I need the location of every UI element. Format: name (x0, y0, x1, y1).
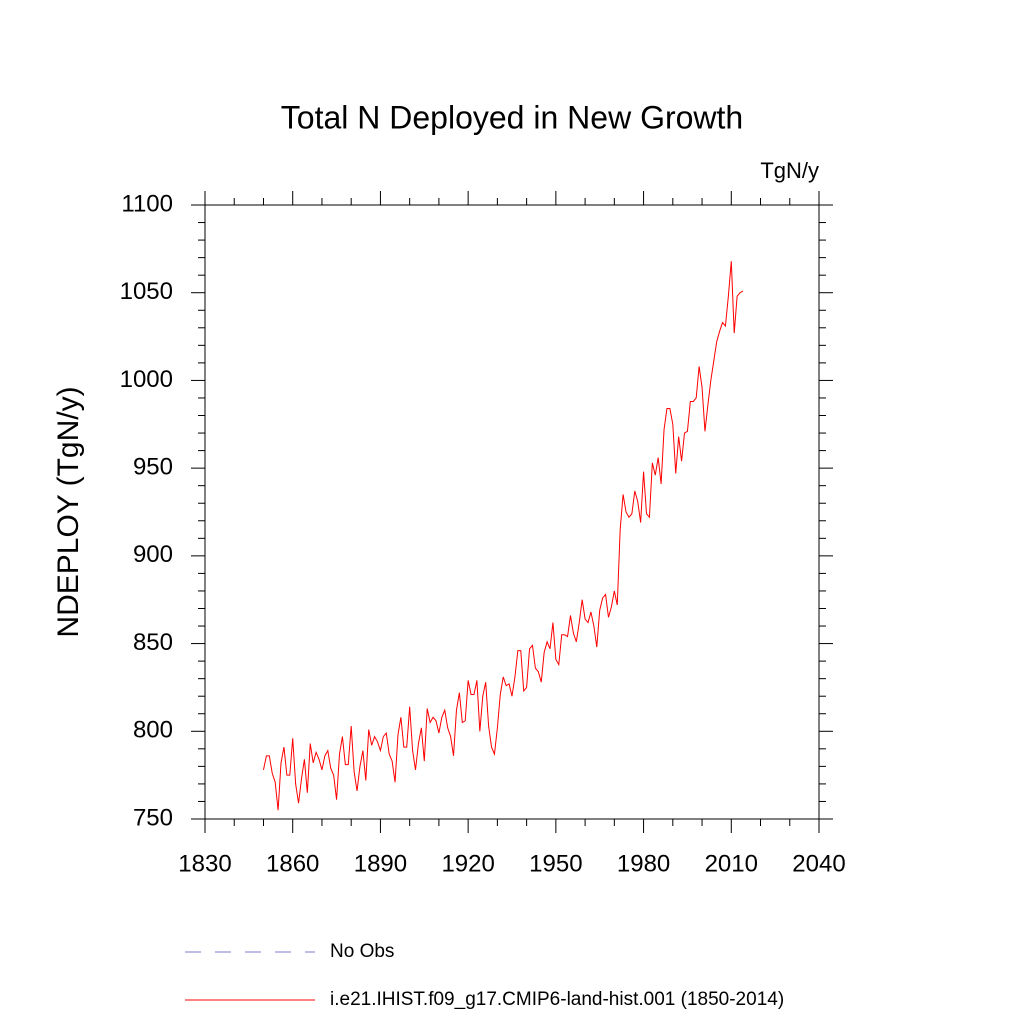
x-tick-label: 2040 (792, 850, 845, 877)
y-tick-label: 1000 (120, 366, 173, 393)
x-tick-label: 2010 (705, 850, 758, 877)
units-label: TgN/y (760, 158, 819, 183)
chart-title: Total N Deployed in New Growth (281, 99, 743, 135)
x-tick-label: 1920 (441, 850, 494, 877)
y-tick-label: 850 (133, 629, 173, 656)
x-tick-label: 1950 (529, 850, 582, 877)
y-tick-label: 750 (133, 804, 173, 831)
plot-frame (204, 204, 820, 820)
y-tick-label: 800 (133, 717, 173, 744)
x-tick-label: 1830 (178, 850, 231, 877)
y-tick-label: 1050 (120, 278, 173, 305)
x-tick-label: 1980 (617, 850, 670, 877)
x-tick-label: 1890 (354, 850, 407, 877)
y-tick-label: 1100 (121, 190, 173, 217)
legend-label: No Obs (330, 941, 394, 962)
legend-label: i.e21.IHIST.f09_g17.CMIP6-land-hist.001 … (330, 989, 784, 1010)
data-line (262, 261, 744, 811)
y-tick-label: 900 (133, 541, 173, 568)
x-tick-label: 1860 (266, 850, 319, 877)
y-tick-label: 950 (133, 453, 173, 480)
y-axis-label: NDEPLOY (TgN/y) (52, 386, 85, 637)
